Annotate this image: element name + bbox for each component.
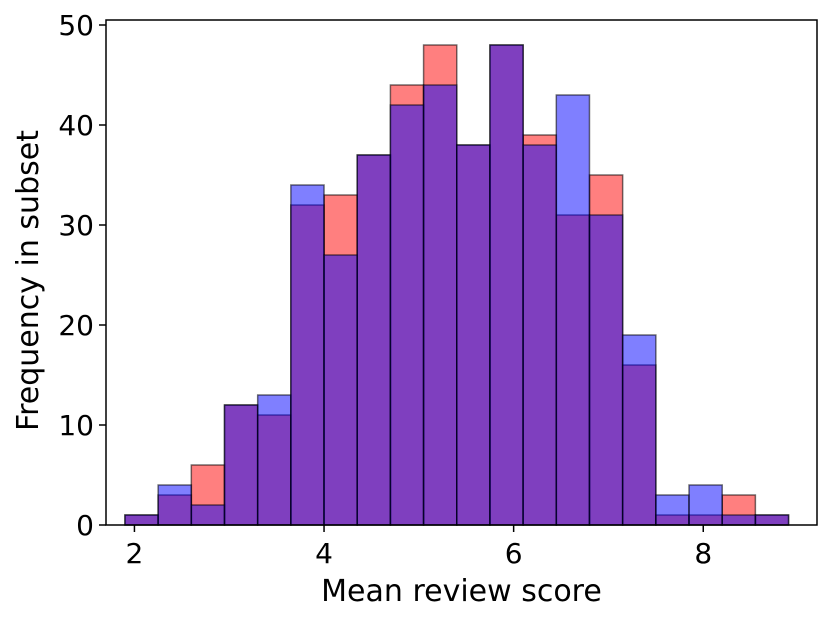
x-tick-label: 4 [315, 537, 333, 570]
histogram-bar-series-2-bin-5 [256, 394, 292, 526]
histogram-bar-series-2-bin-19 [721, 514, 757, 526]
histogram-bar-series-2-bin-2 [157, 484, 193, 526]
histogram-bar-series-2-bin-14 [555, 94, 591, 526]
x-tick-label: 8 [694, 537, 712, 570]
x-axis-label: Mean review score [321, 574, 602, 609]
y-tick-label: 20 [58, 309, 94, 342]
x-tick-label: 6 [505, 537, 523, 570]
histogram-bar-series-2-bin-8 [356, 154, 392, 526]
histogram-bar-series-2-bin-16 [621, 334, 657, 526]
y-tick-label: 30 [58, 209, 94, 242]
y-tick-label: 0 [76, 509, 94, 542]
histogram-bar-series-2-bin-10 [422, 84, 458, 526]
histogram-bar-series-2-bin-9 [389, 104, 425, 526]
histogram-bar-series-2-bin-12 [489, 44, 524, 526]
histogram-bar-series-2-bin-20 [754, 514, 790, 526]
histogram-bar-series-2-bin-18 [688, 484, 723, 526]
histogram-bar-series-2-bin-1 [124, 514, 159, 526]
y-tick-label: 40 [58, 109, 94, 142]
bars-layer [124, 44, 790, 526]
histogram-bar-series-2-bin-17 [655, 494, 690, 526]
histogram-bar-series-2-bin-13 [522, 144, 558, 526]
x-tick-label: 2 [126, 537, 144, 570]
y-axis-label: Frequency in subset [11, 130, 46, 431]
y-tick-label: 10 [58, 409, 94, 442]
histogram-bar-series-2-bin-7 [323, 254, 358, 526]
histogram-bar-series-2-bin-3 [190, 504, 226, 526]
y-tick-label: 50 [58, 9, 94, 42]
histogram-bar-series-2-bin-11 [456, 144, 491, 526]
plot-frame [105, 19, 818, 526]
histogram-bar-series-2-bin-6 [290, 184, 325, 526]
ticks-layer: 2 4 6 8 0 10 20 30 40 50 [58, 9, 712, 570]
histogram-bar-series-2-bin-15 [588, 214, 624, 526]
histogram-bar-series-2-bin-4 [223, 404, 259, 526]
